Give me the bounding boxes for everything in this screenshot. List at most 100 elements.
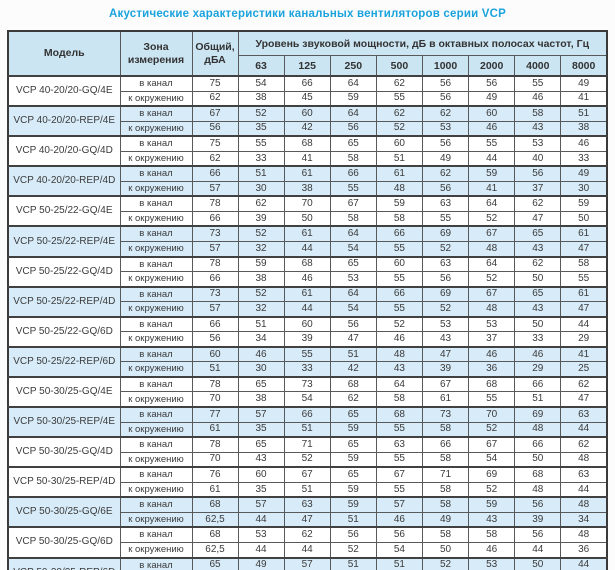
header-row-top: Модель Зона измерения Общий, дБА Уровень… bbox=[7, 30, 608, 77]
sound-level-cell: 63 bbox=[560, 466, 608, 483]
sound-level-cell: 66 bbox=[514, 436, 562, 453]
sound-level-cell: 54 bbox=[329, 301, 377, 318]
sound-level-cell: 50 bbox=[560, 210, 608, 227]
model-row-surround: к окружению 61 35 51 59 55 58 52 48 44 bbox=[8, 481, 608, 498]
header-row-frequencies: 63 125 250 500 1000 2000 4000 8000 bbox=[8, 55, 608, 77]
zone-surround-cell: к окружению bbox=[119, 481, 193, 498]
sound-level-cell: 58 bbox=[375, 391, 424, 408]
sound-level-cell: 44 bbox=[560, 421, 608, 438]
sound-level-cell: 52 bbox=[468, 271, 516, 288]
model-name-cell: VCP 50-25/22-REP/6D bbox=[7, 345, 121, 378]
sound-level-cell: 55 bbox=[468, 135, 516, 152]
total-dba-cell: 67 bbox=[191, 105, 239, 122]
sound-level-cell: 46 bbox=[237, 345, 285, 363]
sound-level-cell: 68 bbox=[468, 375, 516, 393]
sound-level-cell: 59 bbox=[329, 90, 377, 107]
sound-level-cell: 66 bbox=[283, 406, 331, 423]
sound-level-cell: 59 bbox=[468, 165, 516, 182]
sound-level-cell: 38 bbox=[237, 271, 285, 288]
sound-level-cell: 44 bbox=[283, 241, 331, 258]
zone-surround-cell: к окружению bbox=[119, 541, 193, 559]
sound-level-cell: 67 bbox=[421, 375, 470, 393]
zone-in-duct-cell: в канал bbox=[119, 255, 193, 273]
sound-level-cell: 56 bbox=[421, 90, 470, 107]
sound-level-cell: 47 bbox=[421, 345, 470, 363]
sound-level-cell: 56 bbox=[329, 526, 377, 543]
zone-surround-cell: к окружению bbox=[119, 421, 193, 438]
total-dba-cell: 75 bbox=[191, 74, 239, 92]
sound-level-cell: 65 bbox=[514, 285, 562, 303]
zone-surround-cell: к окружению bbox=[119, 271, 193, 288]
model-row-surround: к окружению 56 34 39 47 46 43 37 33 29 bbox=[8, 331, 608, 348]
sound-level-cell: 51 bbox=[514, 391, 562, 408]
sound-level-cell: 48 bbox=[560, 451, 608, 468]
model-name-cell: VCP 50-25/22-REP/4D bbox=[7, 285, 121, 318]
model-name-cell: VCP 50-30/25-GQ/6D bbox=[7, 526, 121, 559]
sound-level-cell: 56 bbox=[329, 120, 377, 137]
sound-level-cell: 49 bbox=[237, 556, 285, 570]
sound-level-cell: 47 bbox=[329, 331, 377, 348]
model-row-surround: к окружению 62 33 41 58 51 49 44 40 33 bbox=[8, 150, 608, 167]
sound-level-cell: 54 bbox=[375, 541, 424, 559]
sound-level-cell: 44 bbox=[468, 150, 516, 167]
model-row-surround: к окружению 62,5 44 44 52 54 50 46 44 36 bbox=[8, 541, 608, 559]
total-dba-cell: 78 bbox=[191, 375, 239, 393]
sound-level-cell: 39 bbox=[237, 210, 285, 227]
model-row-in-duct: VCP 50-25/22-REP/4E в канал 73 52 61 64 66 69 67… bbox=[7, 225, 608, 258]
zone-surround-cell: к окружению bbox=[119, 391, 193, 408]
total-dba-cell: 51 bbox=[191, 361, 239, 378]
model-name-cell: VCP 40-20/20-REP/4D bbox=[7, 165, 121, 197]
sound-level-cell: 43 bbox=[375, 361, 424, 378]
sound-level-cell: 56 bbox=[329, 315, 377, 333]
sound-level-cell: 52 bbox=[468, 421, 516, 438]
sound-level-cell: 73 bbox=[283, 375, 331, 393]
sound-level-cell: 59 bbox=[329, 421, 377, 438]
sound-level-cell: 58 bbox=[560, 255, 608, 273]
sound-level-cell: 64 bbox=[329, 285, 377, 303]
sound-level-cell: 58 bbox=[375, 210, 424, 227]
sound-level-cell: 61 bbox=[560, 225, 608, 243]
model-row-surround: к окружению 56 35 42 56 52 53 46 43 38 bbox=[8, 120, 608, 137]
sound-level-cell: 64 bbox=[329, 105, 377, 122]
sound-level-cell: 64 bbox=[329, 74, 377, 92]
sound-level-cell: 53 bbox=[468, 556, 516, 570]
sound-level-cell: 70 bbox=[283, 195, 331, 212]
model-row-surround: к окружению 57 32 44 54 55 52 48 43 47 bbox=[8, 241, 608, 258]
sound-level-cell: 40 bbox=[514, 150, 562, 167]
sound-level-cell: 43 bbox=[237, 451, 285, 468]
sound-level-cell: 62 bbox=[421, 105, 470, 122]
model-name-cell: VCP 50-25/22-GQ/4E bbox=[7, 195, 121, 227]
sound-level-cell: 55 bbox=[375, 301, 424, 318]
total-dba-cell: 66 bbox=[191, 165, 239, 182]
sound-level-cell: 33 bbox=[283, 361, 331, 378]
sound-level-cell: 37 bbox=[514, 180, 562, 197]
sound-level-cell: 58 bbox=[421, 496, 470, 513]
total-dba-cell: 57 bbox=[191, 180, 239, 197]
total-dba-cell: 75 bbox=[191, 135, 239, 152]
total-dba-cell: 61 bbox=[191, 481, 239, 498]
sound-level-cell: 62 bbox=[560, 436, 608, 453]
sound-level-cell: 34 bbox=[560, 511, 608, 528]
sound-level-cell: 58 bbox=[421, 451, 470, 468]
sound-level-cell: 29 bbox=[560, 331, 608, 348]
zone-in-duct-cell: в канал bbox=[119, 345, 193, 363]
sound-level-cell: 67 bbox=[468, 285, 516, 303]
col-header-freq-63: 63 bbox=[237, 55, 285, 77]
sound-level-cell: 59 bbox=[237, 255, 285, 273]
model-row-in-duct: VCP 50-30/25-REP/4E в канал 77 57 66 65 68 73 70… bbox=[7, 406, 608, 438]
model-row-in-duct: VCP 40-20/20-REP/4E в канал 67 52 60 64 62 62 60… bbox=[7, 105, 608, 137]
sound-level-cell: 42 bbox=[283, 120, 331, 137]
sound-level-cell: 38 bbox=[237, 391, 285, 408]
sound-level-cell: 61 bbox=[283, 285, 331, 303]
model-row-in-duct: VCP 40-20/20-GQ/4E в канал 75 54 66 64 62 56 56 5… bbox=[7, 74, 608, 107]
sound-level-cell: 56 bbox=[514, 165, 562, 182]
col-header-freq-8000: 8000 bbox=[560, 55, 608, 77]
sound-level-cell: 64 bbox=[468, 255, 516, 273]
zone-in-duct-cell: в канал bbox=[119, 466, 193, 483]
sound-level-cell: 55 bbox=[375, 451, 424, 468]
sound-level-cell: 36 bbox=[468, 361, 516, 378]
sound-level-cell: 64 bbox=[375, 375, 424, 393]
col-header-total-dba: Общий, дБА bbox=[191, 30, 239, 77]
sound-level-cell: 60 bbox=[283, 315, 331, 333]
sound-level-cell: 52 bbox=[468, 481, 516, 498]
